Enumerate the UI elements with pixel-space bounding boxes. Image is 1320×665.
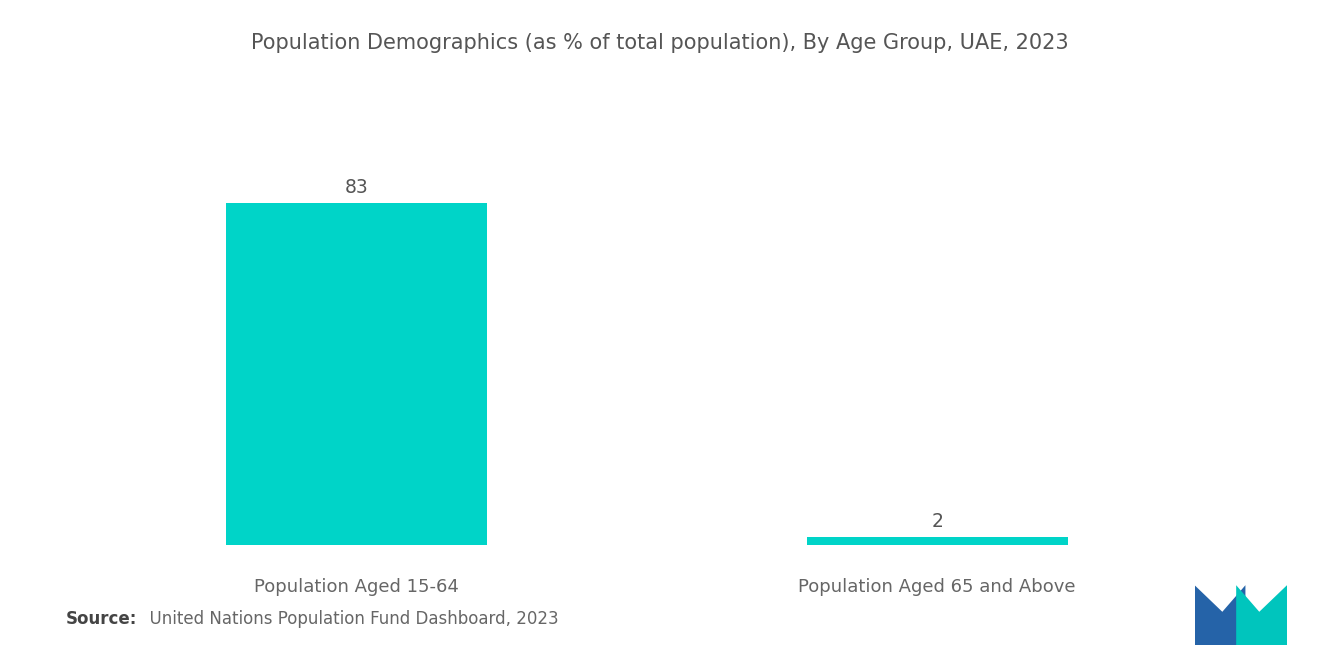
Text: Source:: Source: (66, 610, 137, 628)
Text: Population Aged 65 and Above: Population Aged 65 and Above (799, 579, 1076, 597)
Text: 2: 2 (932, 512, 942, 531)
Text: Population Aged 15-64: Population Aged 15-64 (253, 579, 459, 597)
Text: 83: 83 (345, 178, 368, 197)
Text: United Nations Population Fund Dashboard, 2023: United Nations Population Fund Dashboard… (139, 610, 558, 628)
Bar (807, 537, 1068, 545)
Polygon shape (1237, 585, 1287, 645)
Polygon shape (1195, 585, 1246, 645)
Bar (226, 203, 487, 545)
Text: Population Demographics (as % of total population), By Age Group, UAE, 2023: Population Demographics (as % of total p… (251, 33, 1069, 53)
